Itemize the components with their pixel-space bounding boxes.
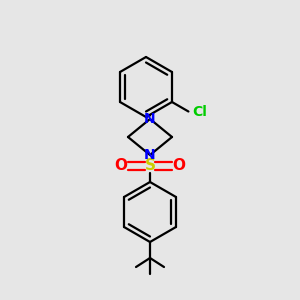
Text: O: O — [115, 158, 128, 173]
Text: S: S — [145, 158, 155, 173]
Text: O: O — [172, 158, 185, 173]
Text: N: N — [144, 112, 156, 126]
Text: Cl: Cl — [192, 104, 207, 118]
Text: N: N — [144, 148, 156, 162]
